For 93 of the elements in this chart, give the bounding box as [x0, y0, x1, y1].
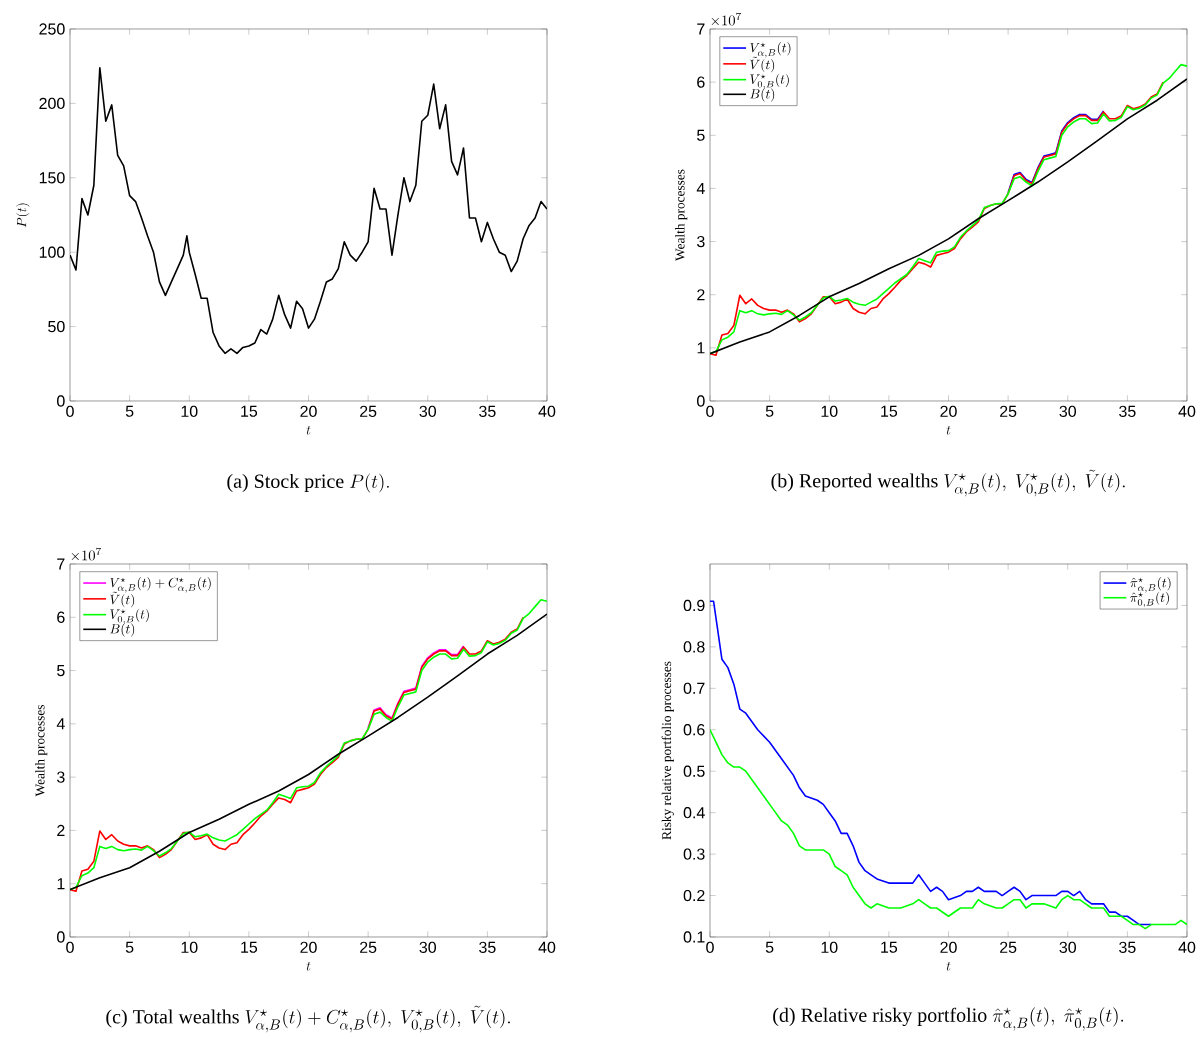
text: $\times 10^{7}$	[71, 547, 102, 561]
y-tick-label: 4	[56, 718, 65, 730]
x-tick-label: 20	[300, 405, 317, 418]
x-tick-label: 15	[241, 941, 258, 953]
x-tick-label: 25	[360, 405, 377, 418]
y-tick-label: 0.8	[683, 641, 705, 653]
y-tick-label: 2	[697, 289, 705, 301]
y-tick-label: 4	[696, 182, 705, 194]
y-tick-label: 0	[57, 931, 65, 943]
text: $\text{(b) Reported wealths } V^\star_{\alpha,B}(t),\ V^\star_{0,B}(t),\ \tilde{V}(t).$	[771, 469, 1125, 497]
y-axis-title: $\text{Wealth processes}$	[675, 169, 688, 261]
y-tick-label: 6	[57, 611, 65, 623]
y-tick-label: 3	[57, 771, 65, 783]
y-tick-label: 5	[697, 129, 705, 141]
x-tick-label: 35	[479, 941, 496, 954]
y-tick-label: 0	[57, 395, 65, 407]
x-tick-label: 25	[360, 941, 377, 954]
x-tick-label: 30	[419, 941, 437, 954]
x-tick-label: 5	[125, 405, 134, 417]
x-tick-label: 40	[1178, 405, 1196, 418]
x-tick-label: 10	[821, 941, 838, 954]
y-axis-title: $\text{Wealth processes}$	[35, 705, 48, 797]
text: $\text{(c) Total wealths } V^\star_{\alpha,B}(t)+C^\star_{\alpha,B}(t),\ V^\star_{0,B}(t),\ \tilde{V}(t).$	[106, 1005, 510, 1033]
legend-label: $\hat{\pi}^\star_{\alpha,B}(t)$	[1130, 577, 1171, 593]
legend-label: $\tilde{V}(t)$	[110, 591, 135, 608]
y-tick-label: 0.2	[683, 889, 705, 902]
x-tick-label: 10	[821, 405, 838, 418]
y-tick-label: 0.9	[683, 599, 705, 612]
y-axis-title: $P(t)$	[16, 203, 30, 228]
y-tick-label: 7	[57, 558, 65, 570]
y-tick-label: 3	[697, 235, 705, 248]
legend-label: $B(t)$	[110, 623, 135, 637]
x-tick-label: 40	[538, 941, 556, 954]
y-axis-title: $\text{Risky relative portfolio processes}$	[661, 661, 674, 840]
x-tick-label: 0	[706, 405, 714, 418]
line-series	[367, 645, 465, 729]
x-axis-title: $t$	[306, 426, 311, 435]
x-tick-label: 40	[1178, 941, 1196, 954]
x-axis-title: $t$	[946, 962, 951, 971]
x-tick-label: 5	[125, 941, 134, 953]
x-tick-label: 15	[241, 405, 258, 417]
x-tick-label: 35	[1119, 941, 1136, 954]
y-tick-label: 0.7	[683, 682, 705, 694]
legend-label: $V^\star_{0,B}(t)$	[750, 73, 789, 90]
x-tick-label: 10	[181, 941, 198, 954]
legend-label: $V^\star_{0,B}(t)$	[110, 608, 149, 625]
line-series	[70, 66, 547, 355]
y-tick-label: 0.6	[683, 724, 705, 736]
x-tick-label: 5	[765, 941, 774, 953]
y-tick-label: 5	[57, 664, 65, 677]
x-axis-title: $t$	[306, 962, 311, 971]
legend-label: $B(t)$	[750, 88, 775, 102]
text: $\times 10^{7}$	[711, 12, 742, 26]
x-tick-label: 10	[181, 405, 198, 418]
y-tick-label: 100	[39, 246, 65, 258]
x-tick-label: 35	[1119, 405, 1136, 418]
x-tick-label: 0	[66, 405, 74, 418]
y-tick-label: 200	[39, 97, 65, 110]
x-tick-label: 20	[940, 941, 957, 954]
x-tick-label: 5	[765, 405, 774, 417]
y-tick-label: 0.1	[683, 931, 705, 943]
y-tick-label: 7	[697, 23, 705, 35]
y-tick-label: 1	[57, 878, 65, 890]
x-tick-label: 30	[1059, 405, 1077, 418]
x-tick-label: 20	[940, 405, 957, 418]
y-tick-label: 0.5	[683, 765, 705, 777]
y-tick-label: 6	[697, 76, 705, 88]
y-tick-label: 0.4	[683, 807, 705, 819]
x-tick-label: 15	[881, 405, 898, 417]
x-tick-label: 25	[1000, 941, 1017, 954]
y-tick-label: 2	[57, 824, 65, 836]
x-axis-title: $t$	[946, 426, 951, 435]
legend-label: $\hat{\pi}^\star_{0,B}(t)$	[1130, 591, 1169, 608]
text: $\text{(a) Stock price } P(t).$	[227, 473, 389, 493]
y-tick-label: 250	[39, 23, 65, 35]
y-tick-label: 1	[697, 342, 705, 354]
x-tick-label: 25	[1000, 405, 1017, 418]
x-tick-label: 20	[300, 941, 317, 954]
x-tick-label: 15	[881, 941, 898, 953]
x-tick-label: 30	[1059, 941, 1077, 954]
x-tick-label: 30	[419, 405, 437, 418]
x-tick-label: 35	[479, 405, 496, 418]
legend-label: $\tilde{V}(t)$	[750, 56, 775, 73]
y-tick-label: 0.3	[683, 848, 705, 860]
y-tick-label: 0	[697, 395, 705, 407]
x-tick-label: 0	[706, 941, 714, 954]
y-tick-label: 50	[48, 320, 65, 333]
x-tick-label: 0	[66, 941, 74, 954]
y-tick-label: 150	[39, 172, 65, 184]
legend-label: $V^\star_{\alpha,B}(t)+C^\star_{\alpha,B}(t)$	[110, 577, 211, 593]
legend-label: $V^\star_{\alpha,B}(t)$	[750, 42, 791, 58]
text: $\text{(d) Relative risky portfolio } \hat{\pi}^\star_{\alpha,B}(t),\ \hat{\pi}^\star_{0,B}(t).$	[773, 1007, 1124, 1031]
x-tick-label: 40	[538, 405, 556, 418]
